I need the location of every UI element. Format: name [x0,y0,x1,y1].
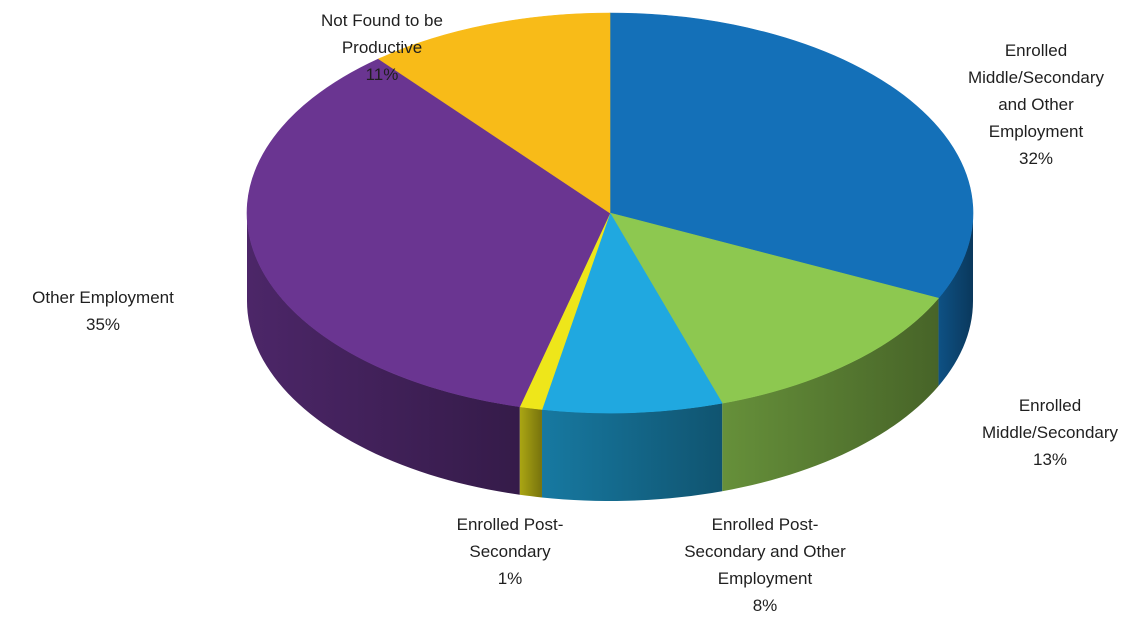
pie-slice [378,12,611,214]
slice-labels: Enrolled Middle/Secondary and Other Employm… [32,11,1118,615]
pie-top-faces [246,12,974,414]
pie-slice [246,58,611,408]
slice-label: Other Employment 35% [32,288,174,334]
pie-sides [247,213,973,501]
pie-slice [609,12,974,299]
slice-label: Enrolled Middle/Secondary and Other Employm… [968,41,1105,168]
slice-label: Enrolled Middle/Secondary 13% [982,396,1119,469]
pie-slice-side [247,213,520,495]
pie-slice-side [722,298,939,492]
pie-slice-side [541,403,723,501]
pie-slice [609,212,939,404]
slice-label: Enrolled Post-Secondary 1% [457,515,564,588]
slice-label: Not Found to be Productive 11% [321,11,443,84]
slice-label: Enrolled Post-Secondary and Other Employm… [684,515,846,615]
pie-slice-side [519,406,542,498]
pie-slice [541,212,723,414]
